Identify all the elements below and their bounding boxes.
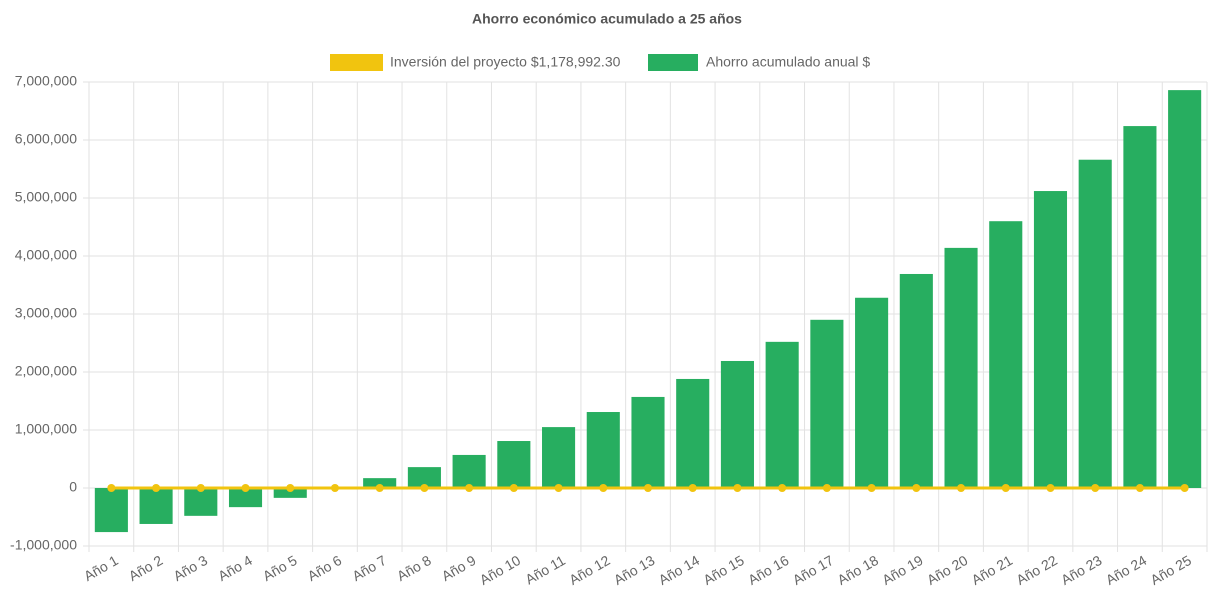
- line-point: [599, 484, 608, 492]
- y-tick-label: 5,000,000: [15, 189, 77, 205]
- x-tick-label: Año 19: [879, 552, 926, 588]
- bar: [228, 488, 263, 508]
- x-tick-label: Año 17: [790, 552, 837, 588]
- x-tick-label: Año 8: [394, 552, 434, 584]
- line-point: [688, 484, 697, 492]
- line-point: [867, 484, 876, 492]
- line-point: [375, 484, 384, 492]
- bar: [542, 427, 576, 488]
- line-point: [733, 484, 742, 492]
- bar: [94, 488, 128, 533]
- line-point: [1135, 484, 1144, 492]
- line-point: [241, 484, 250, 492]
- bar: [1033, 191, 1068, 489]
- line-point: [1001, 484, 1010, 492]
- x-tick-label: Año 11: [522, 552, 568, 588]
- bar: [765, 341, 799, 488]
- x-tick-label: Año 13: [611, 552, 658, 588]
- bar: [407, 467, 441, 488]
- chart-title: Ahorro económico acumulado a 25 años: [472, 11, 742, 27]
- bar: [1078, 159, 1112, 488]
- line-point: [107, 484, 116, 492]
- x-tick-label: Año 15: [700, 552, 747, 588]
- y-tick-label: 2,000,000: [15, 363, 77, 379]
- bar: [273, 488, 307, 498]
- x-tick-label: Año 1: [81, 552, 121, 584]
- bar: [899, 273, 933, 488]
- bar: [631, 396, 665, 488]
- x-tick-label: Año 20: [924, 552, 971, 588]
- bar: [944, 247, 978, 488]
- y-tick-label: 7,000,000: [15, 73, 77, 89]
- line-point: [554, 484, 563, 492]
- bar: [139, 488, 173, 524]
- bar: [1168, 90, 1202, 489]
- line-point: [822, 484, 831, 492]
- x-tick-label: Año 9: [439, 552, 479, 584]
- line-point: [330, 484, 339, 492]
- line-point: [420, 484, 429, 492]
- line-point: [644, 484, 652, 492]
- bar: [676, 378, 710, 488]
- x-tick-label: Año 18: [835, 552, 882, 588]
- bar: [1123, 126, 1157, 488]
- bar: [452, 454, 486, 488]
- x-tick-label: Año 21: [969, 552, 1016, 588]
- line-point: [1046, 484, 1055, 492]
- x-tick-label: Año 6: [305, 552, 345, 584]
- bar: [855, 297, 889, 488]
- legend-label: Ahorro acumulado anual $: [706, 54, 870, 70]
- x-tick-label: Año 16: [745, 552, 792, 588]
- x-tick-label: Año 2: [126, 552, 166, 584]
- x-tick-label: Año 25: [1148, 552, 1195, 588]
- x-tick-label: Año 12: [566, 552, 613, 588]
- bar: [184, 488, 218, 516]
- y-tick-label: -1,000,000: [10, 537, 77, 553]
- line-point: [196, 484, 205, 492]
- bar: [363, 478, 397, 488]
- x-tick-label: Año 7: [349, 552, 389, 584]
- line-point: [152, 484, 161, 492]
- legend-swatch: [648, 54, 698, 71]
- bar: [810, 319, 844, 488]
- y-tick-label: 1,000,000: [15, 421, 77, 437]
- line-point: [286, 484, 295, 492]
- line-point: [1180, 484, 1189, 492]
- x-tick-label: Año 3: [170, 552, 210, 584]
- x-tick-label: Año 24: [1103, 552, 1150, 588]
- y-tick-label: 0: [69, 479, 77, 495]
- bar: [989, 221, 1023, 488]
- x-tick-label: Año 14: [656, 552, 703, 588]
- y-tick-label: 4,000,000: [15, 247, 77, 263]
- line-point: [912, 484, 921, 492]
- x-tick-label: Año 10: [477, 552, 524, 588]
- line-point: [509, 484, 518, 492]
- x-tick-label: Año 4: [215, 552, 255, 584]
- bar: [720, 360, 754, 488]
- x-tick-label: Año 23: [1058, 552, 1105, 588]
- y-tick-label: 3,000,000: [15, 305, 77, 321]
- x-tick-label: Año 22: [1013, 552, 1060, 588]
- line-point: [957, 484, 966, 492]
- line-point: [465, 484, 474, 492]
- y-tick-label: 6,000,000: [15, 131, 77, 147]
- x-tick-label: Año 5: [260, 552, 300, 584]
- legend-swatch: [330, 54, 383, 71]
- line-point: [1091, 484, 1100, 492]
- bar: [586, 412, 620, 488]
- legend-label: Inversión del proyecto $1,178,992.30: [390, 54, 621, 70]
- line-point: [778, 484, 787, 492]
- bar: [497, 441, 531, 488]
